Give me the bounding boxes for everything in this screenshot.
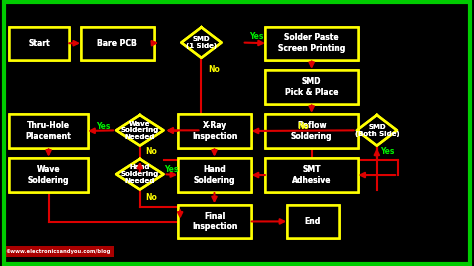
Text: SMD
Pick & Place: SMD Pick & Place (285, 77, 338, 97)
FancyBboxPatch shape (9, 27, 69, 60)
Text: Start: Start (28, 39, 50, 48)
Text: Thru-Hole
Placement: Thru-Hole Placement (26, 121, 72, 141)
FancyBboxPatch shape (9, 114, 88, 148)
Text: No: No (145, 147, 157, 156)
Text: Hand
Soldering: Hand Soldering (194, 165, 235, 185)
Text: SMD
(Both Side): SMD (Both Side) (355, 124, 399, 137)
Polygon shape (116, 115, 164, 146)
Text: ©www.electronicsandyou.com/blog: ©www.electronicsandyou.com/blog (6, 249, 111, 254)
Text: Hand
Soldering: Hand Soldering (194, 165, 235, 185)
FancyBboxPatch shape (265, 70, 358, 104)
FancyBboxPatch shape (9, 158, 88, 192)
FancyBboxPatch shape (9, 114, 88, 148)
Text: Bare PCB: Bare PCB (98, 39, 137, 48)
Polygon shape (181, 27, 221, 58)
FancyBboxPatch shape (178, 205, 251, 238)
Text: Thru-Hole
Placement: Thru-Hole Placement (26, 121, 72, 141)
Text: Reflow
Soldering: Reflow Soldering (291, 121, 332, 141)
Text: No: No (208, 65, 220, 74)
Text: Wave
Soldering
Needed: Wave Soldering Needed (121, 120, 159, 140)
Text: SMT
Adhesive: SMT Adhesive (292, 165, 331, 185)
FancyBboxPatch shape (178, 158, 251, 192)
Text: Solder Paste
Screen Printing: Solder Paste Screen Printing (278, 33, 345, 53)
Text: Hand
Soldering
Needed: Hand Soldering Needed (121, 164, 159, 184)
Text: No: No (297, 122, 310, 131)
Text: Bare PCB: Bare PCB (98, 39, 137, 48)
FancyBboxPatch shape (178, 114, 251, 148)
FancyBboxPatch shape (265, 27, 358, 60)
FancyBboxPatch shape (265, 114, 358, 148)
Polygon shape (116, 159, 164, 189)
Text: Yes: Yes (164, 165, 179, 174)
Text: SMT
Adhesive: SMT Adhesive (292, 165, 331, 185)
Text: X-Ray
Inspection: X-Ray Inspection (192, 121, 237, 141)
FancyBboxPatch shape (265, 70, 358, 104)
Text: SMD
(1 Side): SMD (1 Side) (186, 36, 217, 49)
Text: Final
Inspection: Final Inspection (192, 211, 237, 231)
FancyBboxPatch shape (287, 205, 339, 238)
FancyBboxPatch shape (265, 158, 358, 192)
Text: Final
Inspection: Final Inspection (192, 211, 237, 231)
FancyBboxPatch shape (81, 27, 154, 60)
Text: Reflow
Soldering: Reflow Soldering (291, 121, 332, 141)
FancyBboxPatch shape (287, 205, 339, 238)
Polygon shape (356, 115, 397, 146)
Text: End: End (305, 217, 321, 226)
FancyBboxPatch shape (9, 158, 88, 192)
Text: Yes: Yes (249, 32, 263, 41)
FancyBboxPatch shape (9, 27, 69, 60)
Text: Hand
Soldering
Needed: Hand Soldering Needed (121, 164, 159, 184)
FancyBboxPatch shape (178, 158, 251, 192)
Text: Yes: Yes (381, 147, 395, 156)
Text: Start: Start (28, 39, 50, 48)
FancyBboxPatch shape (81, 27, 154, 60)
Text: Wave
Soldering
Needed: Wave Soldering Needed (121, 120, 159, 140)
Text: Wave
Soldering: Wave Soldering (28, 165, 69, 185)
FancyBboxPatch shape (265, 114, 358, 148)
Text: X-Ray
Inspection: X-Ray Inspection (192, 121, 237, 141)
Text: Yes: Yes (96, 122, 110, 131)
Polygon shape (116, 115, 164, 146)
Text: Solder Paste
Screen Printing: Solder Paste Screen Printing (278, 33, 345, 53)
Text: SMD
(Both Side): SMD (Both Side) (355, 124, 399, 137)
Text: End: End (305, 217, 321, 226)
Text: No: No (146, 193, 158, 202)
FancyBboxPatch shape (265, 158, 358, 192)
Polygon shape (181, 27, 221, 58)
FancyBboxPatch shape (178, 205, 251, 238)
Polygon shape (116, 159, 164, 189)
FancyBboxPatch shape (178, 114, 251, 148)
Text: SMD
Pick & Place: SMD Pick & Place (285, 77, 338, 97)
Text: SMD
(1 Side): SMD (1 Side) (186, 36, 217, 49)
Text: Wave
Soldering: Wave Soldering (28, 165, 69, 185)
FancyBboxPatch shape (265, 27, 358, 60)
Polygon shape (356, 115, 397, 146)
